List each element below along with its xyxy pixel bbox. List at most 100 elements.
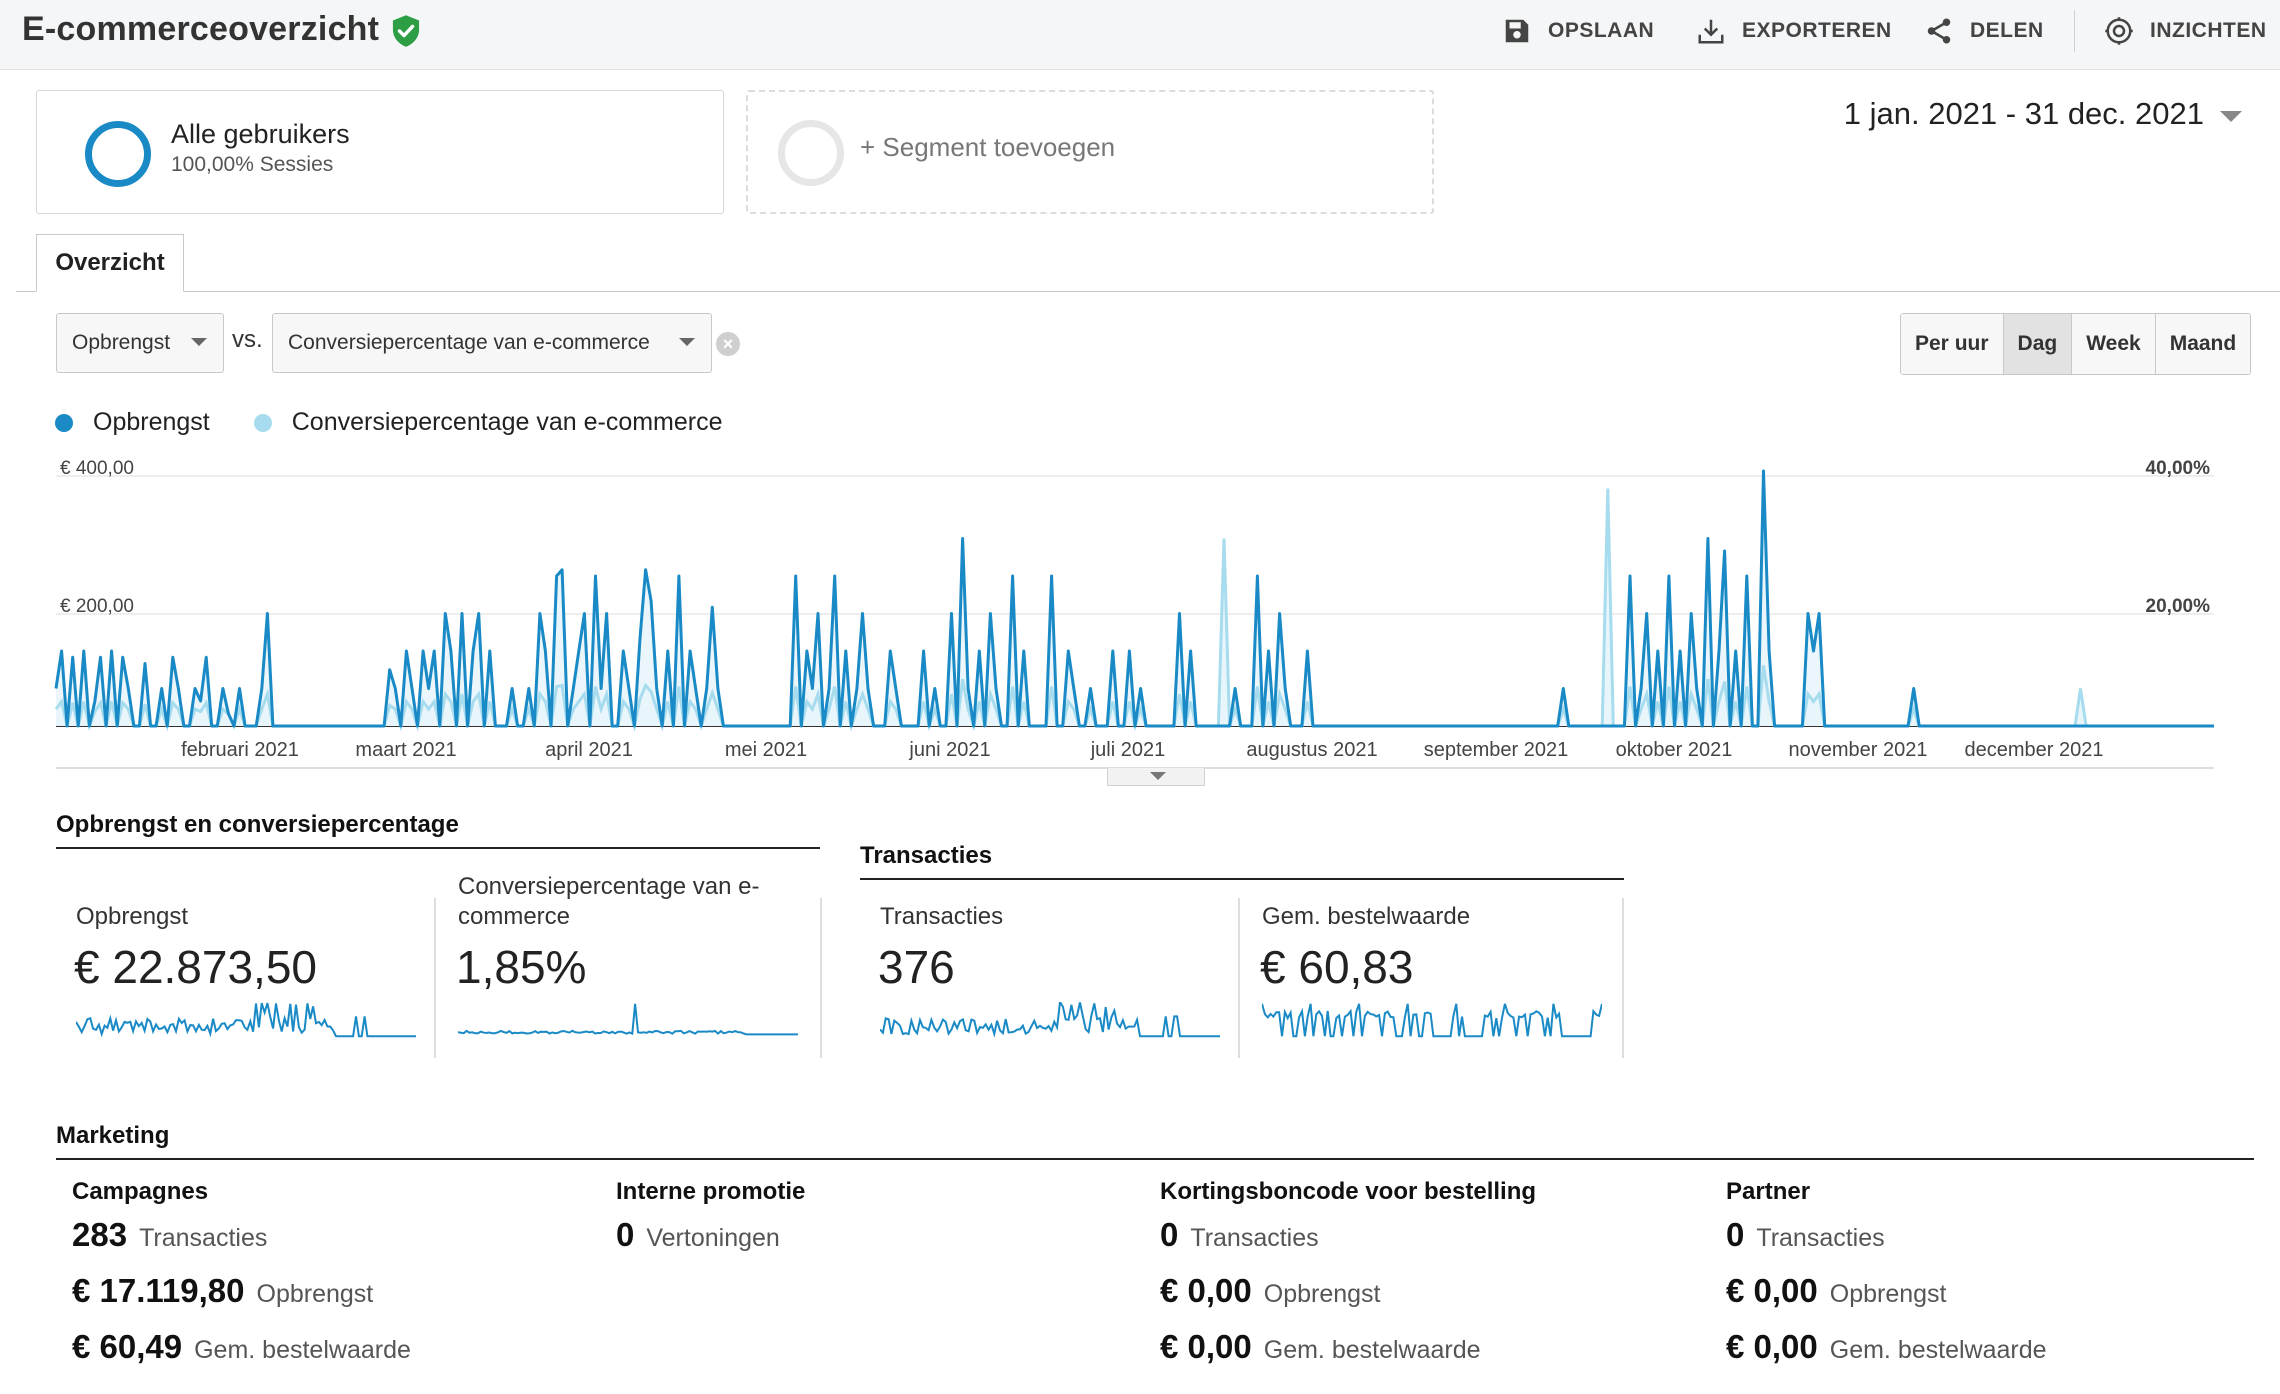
x-axis-label: februari 2021 bbox=[181, 739, 299, 761]
legend-label-conversion: Conversiepercentage van e-commerce bbox=[291, 408, 723, 436]
metric-unit: Opbrengst bbox=[1829, 1280, 1947, 1308]
card-value: 1,85% bbox=[456, 941, 587, 993]
metric2-select[interactable]: Conversiepercentage van e-commerce bbox=[272, 313, 712, 373]
date-range-label: 1 jan. 2021 - 31 dec. 2021 bbox=[1843, 96, 2204, 131]
remove-metric-icon[interactable]: × bbox=[716, 332, 740, 356]
save-label: OPSLAAN bbox=[1548, 19, 1655, 42]
x-axis-labels: februari 2021 maart 2021 april 2021 mei 202… bbox=[181, 739, 2103, 761]
marketing-internal-promotion: Interne promotie 0 Vertoningen bbox=[616, 1178, 805, 1272]
save-icon bbox=[1505, 19, 1529, 43]
metric-unit: Opbrengst bbox=[1263, 1280, 1381, 1308]
add-segment-button[interactable]: + Segment toevoegen bbox=[746, 90, 1434, 214]
card-transactions[interactable]: Transacties 376 bbox=[860, 898, 1240, 1058]
x-axis-label: september 2021 bbox=[1424, 739, 1569, 761]
chevron-down-icon bbox=[191, 338, 207, 346]
chart-svg: € 400,00 € 200,00 40,00% 20,00% februari… bbox=[54, 458, 2214, 769]
top-bar: E-commerceoverzicht OPSLAAN EXPORTEREN D… bbox=[0, 0, 2280, 70]
tab-overview[interactable]: Overzicht bbox=[36, 234, 184, 292]
legend-item-revenue[interactable]: Opbrengst bbox=[55, 408, 210, 437]
metric1-select[interactable]: Opbrengst bbox=[56, 313, 224, 373]
legend-label-revenue: Opbrengst bbox=[93, 408, 210, 436]
granularity-day-button[interactable]: Dag bbox=[2003, 314, 2073, 374]
add-segment-label: + Segment toevoegen bbox=[860, 132, 1116, 162]
sparkline bbox=[76, 1002, 416, 1038]
marketing-metric-row: 0 Transacties bbox=[1160, 1216, 1536, 1272]
marketing-metric-row: € 0,00 Gem. bestelwaarde bbox=[1726, 1328, 2047, 1384]
revenue-area bbox=[56, 471, 2214, 726]
metric-unit: Opbrengst bbox=[256, 1280, 374, 1308]
segment-ring-icon bbox=[85, 121, 151, 187]
marketing-campaigns: Campagnes 283 Transacties € 17.119,80 Opbr… bbox=[72, 1178, 411, 1384]
granularity-toggle: Per uur Dag Week Maand bbox=[1900, 313, 2252, 375]
chart-resize-handle[interactable] bbox=[1107, 768, 1205, 786]
metric1-label: Opbrengst bbox=[72, 331, 171, 354]
x-axis-label: oktober 2021 bbox=[1616, 739, 1733, 761]
metric-value: 0 bbox=[1726, 1216, 1745, 1253]
y-left-tick-mid: € 200,00 bbox=[60, 596, 134, 617]
conversion-line bbox=[54, 488, 2214, 732]
x-axis-label: juli 2021 bbox=[1090, 739, 1166, 761]
marketing-metric-row: € 0,00 Opbrengst bbox=[1726, 1272, 2047, 1328]
granularity-month-button[interactable]: Maand bbox=[2155, 314, 2251, 374]
group-title-transactions: Transacties bbox=[860, 842, 1624, 880]
metric-value: 0 bbox=[616, 1216, 635, 1253]
insights-label: INZICHTEN bbox=[2150, 19, 2267, 42]
granularity-hour-button[interactable]: Per uur bbox=[1901, 314, 2004, 374]
date-range-picker[interactable]: 1 jan. 2021 - 31 dec. 2021 bbox=[1844, 96, 2242, 132]
sparkline bbox=[880, 1002, 1220, 1038]
marketing-column-title: Partner bbox=[1726, 1178, 1811, 1205]
segment-name: Alle gebruikers bbox=[171, 119, 350, 149]
granularity-week-button[interactable]: Week bbox=[2072, 314, 2156, 374]
metric-unit: Vertoningen bbox=[646, 1224, 780, 1252]
marketing-metric-row: € 0,00 Gem. bestelwaarde bbox=[1160, 1328, 1536, 1384]
segment-sessions: 100,00% Sessies bbox=[171, 153, 334, 176]
export-button[interactable]: EXPORTEREN bbox=[1696, 14, 1892, 48]
insights-button[interactable]: INZICHTEN bbox=[2104, 14, 2267, 48]
sparkline bbox=[1262, 1003, 1602, 1038]
card-revenue[interactable]: Opbrengst € 22.873,50 bbox=[56, 898, 436, 1058]
sparkline-path bbox=[76, 1002, 416, 1038]
card-conversion-rate[interactable]: Conversiepercentage van e-commerce 1,85% bbox=[438, 873, 822, 1058]
marketing-partner: Partner 0 Transacties € 0,00 Opbrengst € 0… bbox=[1726, 1178, 2047, 1384]
share-icon bbox=[1927, 18, 1951, 44]
share-button[interactable]: DELEN bbox=[1924, 14, 2044, 48]
insights-icon bbox=[2105, 17, 2133, 45]
x-axis-label: augustus 2021 bbox=[1246, 739, 1377, 761]
metric-unit: Transacties bbox=[1756, 1224, 1885, 1252]
legend-item-conversion[interactable]: Conversiepercentage van e-commerce bbox=[253, 408, 723, 437]
export-label: EXPORTEREN bbox=[1742, 19, 1892, 42]
x-axis-label: april 2021 bbox=[545, 739, 633, 761]
y-left-tick-top: € 400,00 bbox=[60, 458, 134, 479]
marketing-metric-row: € 60,49 Gem. bestelwaarde bbox=[72, 1328, 411, 1384]
chart-series bbox=[54, 469, 2214, 732]
card-avg-order-value[interactable]: Gem. bestelwaarde € 60,83 bbox=[1242, 898, 1624, 1058]
metric-value: € 0,00 bbox=[1726, 1328, 1818, 1365]
marketing-column-title: Campagnes bbox=[72, 1178, 209, 1205]
metric-value: € 0,00 bbox=[1726, 1272, 1818, 1309]
legend-dot-primary bbox=[55, 413, 73, 432]
verified-shield-icon bbox=[392, 15, 420, 47]
metric-value: € 0,00 bbox=[1160, 1328, 1252, 1365]
x-axis-label: maart 2021 bbox=[355, 739, 456, 761]
group-title-revenue-conversion: Opbrengst en conversiepercentage bbox=[56, 811, 820, 849]
card-label: Gem. bestelwaarde bbox=[1262, 903, 1471, 930]
metric-unit: Gem. bestelwaarde bbox=[1829, 1336, 2047, 1364]
marketing-metric-row: 0 Transacties bbox=[1726, 1216, 2047, 1272]
x-axis-label: mei 2021 bbox=[725, 739, 807, 761]
marketing-metric-row: 283 Transacties bbox=[72, 1216, 411, 1272]
metric-unit: Transacties bbox=[1190, 1224, 1319, 1252]
revenue-line bbox=[54, 469, 2214, 728]
sparkline-path bbox=[458, 1003, 798, 1036]
metric-value: € 17.119,80 bbox=[72, 1272, 245, 1309]
card-label: Transacties bbox=[880, 903, 1004, 930]
legend-dot-secondary bbox=[253, 413, 272, 432]
chart-legend: Opbrengst Conversiepercentage van e-comm… bbox=[55, 408, 723, 437]
sparkline-path bbox=[1262, 1003, 1602, 1038]
x-axis-label: november 2021 bbox=[1789, 739, 1928, 761]
marketing-column-title: Interne promotie bbox=[616, 1178, 806, 1205]
toolbar-divider bbox=[2074, 10, 2075, 52]
segment-all-users[interactable]: Alle gebruikers 100,00% Sessies bbox=[36, 90, 724, 214]
save-button[interactable]: OPSLAAN bbox=[1502, 14, 1654, 48]
metric-value: 283 bbox=[72, 1216, 128, 1253]
conversion-area bbox=[56, 488, 2214, 726]
